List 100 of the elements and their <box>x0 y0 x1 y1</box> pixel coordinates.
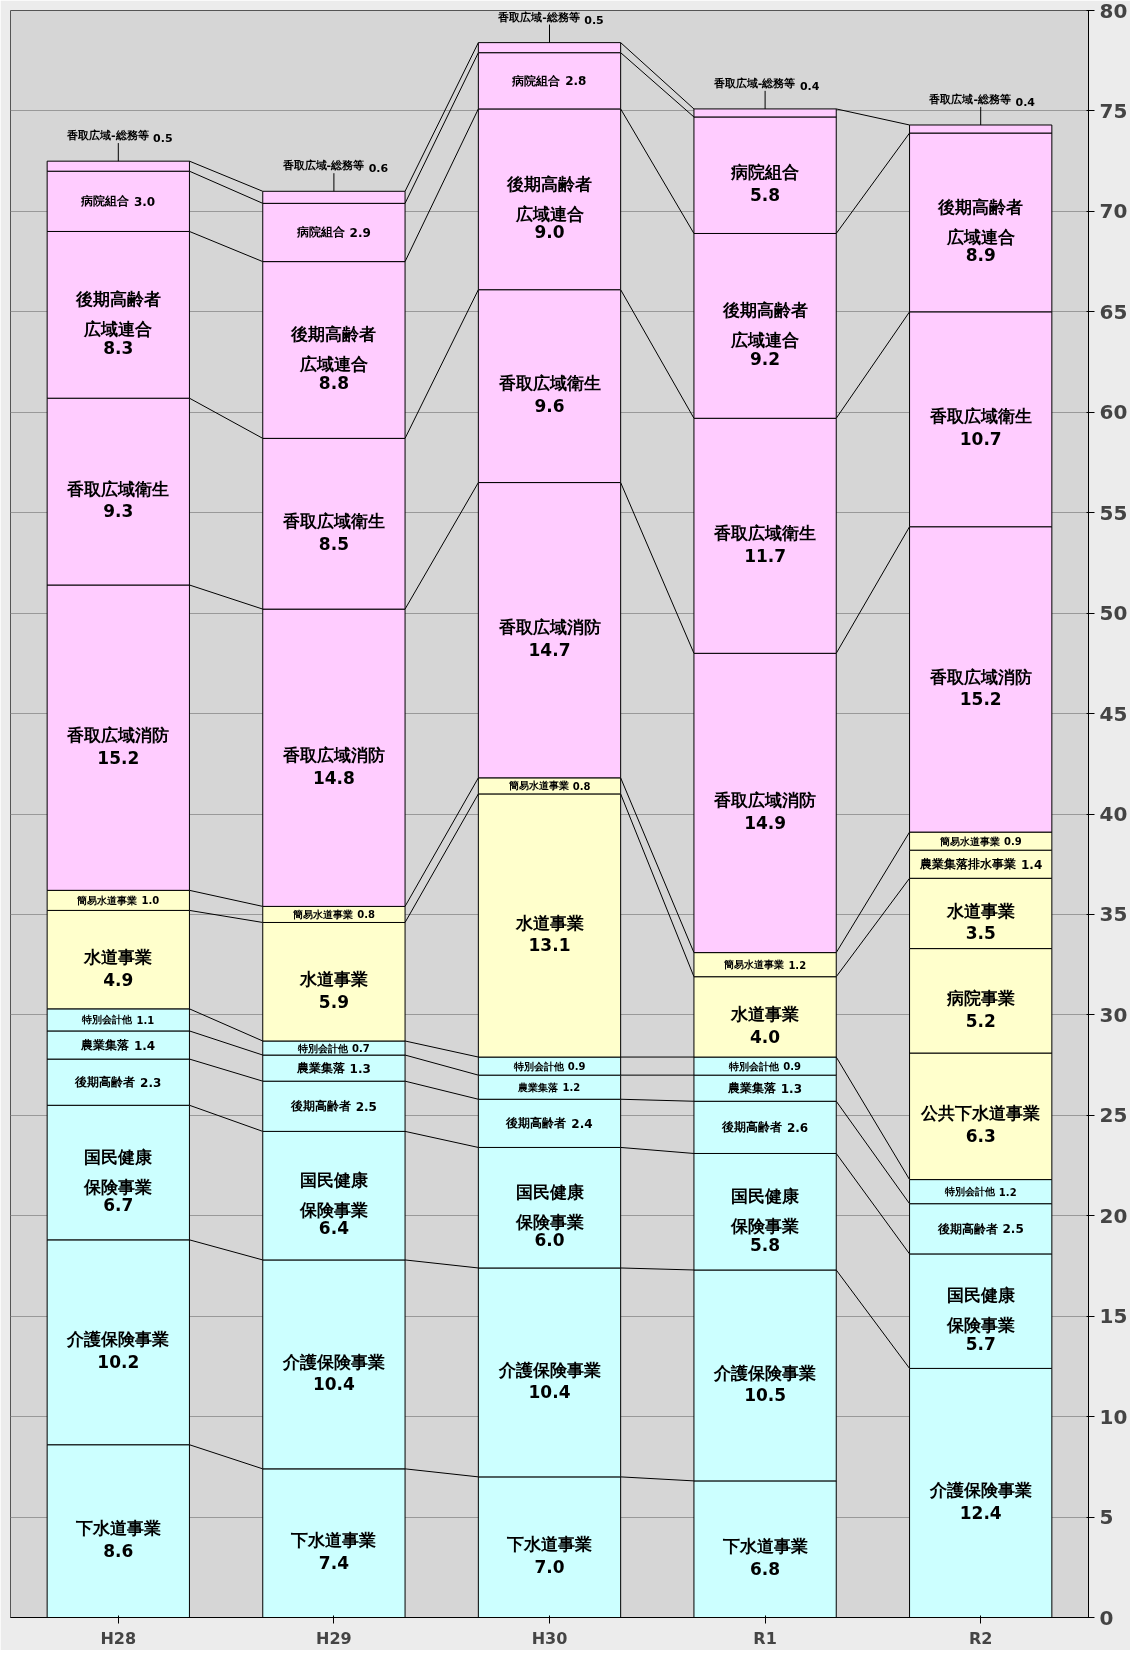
text: 香取広域消防 <box>714 790 817 811</box>
x-tick-label: H28 <box>100 1628 137 1648</box>
text: 香取広域衛生 <box>67 478 170 499</box>
y-tick-label: 45 <box>1099 701 1128 726</box>
data-label: 10.4 <box>528 1382 571 1403</box>
data-label: 0.4 <box>1015 95 1036 109</box>
data-label: 8.8 <box>318 372 349 393</box>
series-label: 簡易水道事業 <box>292 908 354 920</box>
text: 病院組合 <box>731 162 800 183</box>
data-label: 1.3 <box>780 1081 803 1096</box>
text: 水道事業 <box>299 968 368 989</box>
x-tick-label: R1 <box>753 1628 777 1648</box>
text: 香取広域-総務等 <box>713 76 796 90</box>
data-label: 14.8 <box>312 767 355 788</box>
data-label: 10.4 <box>312 1374 356 1395</box>
data-label: 12.4 <box>959 1502 1002 1523</box>
data-label: 5.2 <box>965 1010 996 1031</box>
y-tick-label: 25 <box>1099 1103 1128 1128</box>
text: 特別会計他 <box>944 1186 995 1198</box>
text: 水道事業 <box>731 1004 800 1024</box>
text: 農業集落 <box>296 1061 345 1076</box>
data-label: 6.3 <box>965 1126 996 1147</box>
data-label: 6.8 <box>750 1559 781 1580</box>
x-tick-label: H29 <box>316 1628 352 1648</box>
data-label: 11.7 <box>744 545 787 566</box>
x-tick-label: R2 <box>968 1628 993 1648</box>
text: 特別会計他 <box>82 1014 133 1026</box>
data-label: 5.9 <box>318 991 349 1012</box>
data-label: 0.8 <box>572 780 591 792</box>
text: 病院組合 <box>81 194 130 209</box>
data-label: 1.4 <box>1020 857 1043 872</box>
text: 介護保険事業 <box>67 1329 170 1350</box>
data-label: 1.2 <box>562 1082 581 1094</box>
text: 香取広域-総務等 <box>67 129 149 143</box>
data-label: 0.9 <box>567 1061 586 1073</box>
y-tick-label: 70 <box>1099 199 1128 224</box>
data-label: 0.5 <box>584 13 604 27</box>
series-label: 農業集落 <box>726 1081 777 1096</box>
data-label: 1.2 <box>998 1186 1017 1198</box>
data-label: 2.4 <box>571 1116 593 1131</box>
text: 介護保険事業 <box>714 1362 817 1383</box>
y-tick-label: 55 <box>1099 500 1128 525</box>
data-label: 2.5 <box>355 1099 377 1114</box>
series-label: 水道事業 <box>945 900 1015 921</box>
y-tick-label: 60 <box>1099 400 1128 425</box>
data-label: 0.7 <box>352 1043 370 1055</box>
data-label: 6.7 <box>103 1195 134 1216</box>
text: 病院組合 <box>296 225 345 240</box>
text: 簡易水道事業 <box>724 959 785 971</box>
data-label: 10.2 <box>97 1352 140 1373</box>
text: 下水道事業 <box>507 1534 592 1555</box>
series-label: 下水道事業 <box>74 1518 161 1539</box>
text: 簡易水道事業 <box>508 780 569 792</box>
series-label: 香取広域衛生 <box>928 406 1032 427</box>
data-label: 9.6 <box>534 396 565 417</box>
data-label: 2.9 <box>349 225 371 240</box>
series-label: 病院事業 <box>945 987 1015 1008</box>
text: 介護保険事業 <box>498 1359 601 1380</box>
data-label: 8.5 <box>318 533 349 554</box>
y-tick-label: 10 <box>1099 1404 1128 1429</box>
y-tick-label: 35 <box>1099 902 1128 927</box>
y-tick-label: 20 <box>1099 1203 1128 1228</box>
text: 香取広域衛生 <box>714 522 817 543</box>
data-label: 7.4 <box>318 1553 350 1574</box>
data-label: 6.4 <box>318 1218 350 1239</box>
text: 後期高齢者 <box>290 1099 351 1114</box>
text: 後期高齢者広域連合 <box>507 173 592 224</box>
text: 簡易水道事業 <box>939 835 1000 847</box>
data-label: 7.0 <box>534 1557 565 1578</box>
data-label: 0.9 <box>1004 836 1022 848</box>
text: 国民健康保険事業 <box>731 1185 800 1236</box>
data-label: 8.6 <box>103 1541 134 1562</box>
data-label: 5.7 <box>965 1333 996 1354</box>
text: 簡易水道事業 <box>77 894 138 906</box>
text: 香取広域消防 <box>282 744 385 765</box>
data-label: 13.1 <box>528 935 571 956</box>
data-label: 15.2 <box>97 747 140 768</box>
data-label: 0.4 <box>799 79 820 93</box>
data-label: 4.0 <box>750 1026 781 1047</box>
data-label: 8.9 <box>965 245 996 266</box>
text: 農業集落 <box>518 1081 559 1093</box>
series-label: 後期高齢者 <box>74 1075 136 1090</box>
data-label: 0.6 <box>368 162 389 176</box>
data-label: 10.5 <box>744 1385 787 1406</box>
y-tick-label: 0 <box>1099 1605 1114 1630</box>
series-label: 農業集落排水事業 <box>919 857 1017 872</box>
text: 下水道事業 <box>722 1536 808 1557</box>
data-label: 3.5 <box>965 923 996 944</box>
data-label: 14.9 <box>744 812 787 833</box>
y-tick-label: 15 <box>1099 1304 1128 1329</box>
data-label: 1.0 <box>141 895 160 907</box>
series-label: 後期高齢者広域連合 <box>937 196 1024 247</box>
text: 水道事業 <box>515 912 584 933</box>
data-label: 6.0 <box>534 1230 565 1251</box>
text: 国民健康保険事業 <box>515 1181 584 1232</box>
series-label: 香取広域消防 <box>928 666 1032 687</box>
series-label: 特別会計他 <box>296 1042 349 1054</box>
text: 後期高齢者 <box>937 1221 998 1236</box>
text: 下水道事業 <box>291 1530 377 1551</box>
series-label: 介護保険事業 <box>928 1480 1032 1501</box>
